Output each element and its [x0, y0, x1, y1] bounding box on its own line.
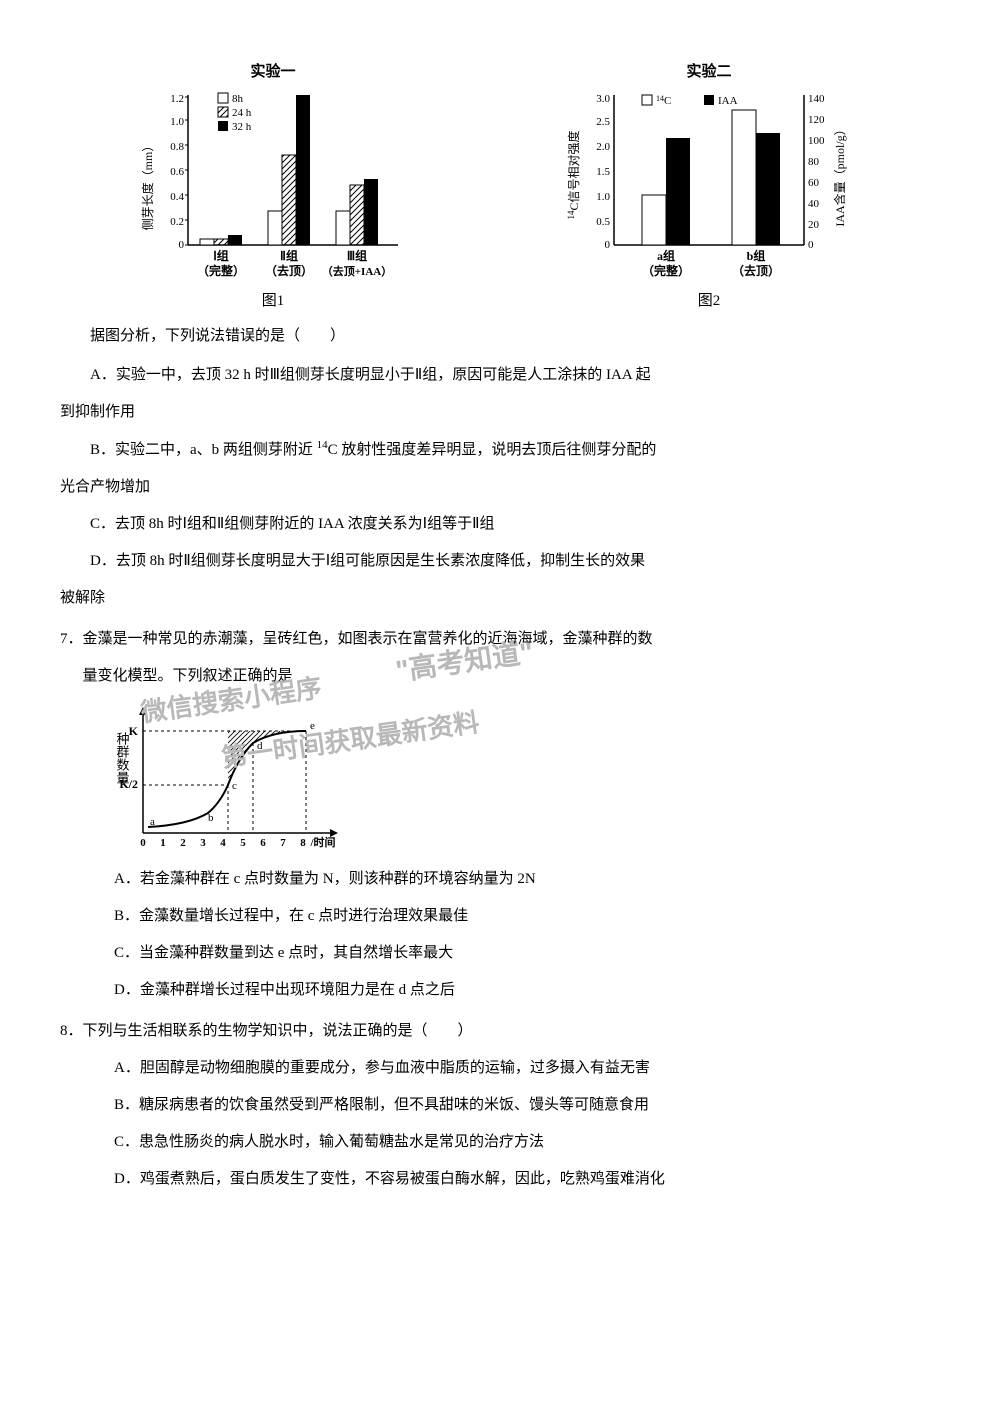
svg-text:8: 8 — [300, 837, 306, 849]
svg-text:14C信号相对强度: 14C信号相对强度 — [566, 130, 581, 219]
svg-text:0.8: 0.8 — [170, 141, 184, 153]
svg-text:0: 0 — [808, 239, 814, 251]
svg-text:8h: 8h — [232, 93, 244, 105]
q6-b-1: B．实验二中，a、b 两组侧芽附近 — [90, 442, 317, 458]
svg-text:0.4: 0.4 — [170, 191, 184, 203]
q6-opt-b-3: 光合产物增加 — [60, 471, 932, 504]
chart1-title: 实验一 — [250, 60, 295, 81]
q7-opt-c: C．当金藻种群数量到达 e 点时，其自然增长率最大 — [84, 937, 932, 970]
q7-opt-d: D．金藻种群增长过程中出现环境阻力是在 d 点之后 — [84, 974, 932, 1007]
svg-text:b: b — [208, 812, 214, 824]
q8-opt-a: A．胆固醇是动物细胞膜的重要成分，参与血液中脂质的运输，过多摄入有益无害 — [84, 1052, 932, 1085]
q8-opt-b: B．糖尿病患者的饮食虽然受到严格限制，但不具甜味的米饭、馒头等可随意食用 — [84, 1089, 932, 1122]
svg-text:IAA: IAA — [718, 95, 738, 107]
svg-text:14C: 14C — [656, 94, 671, 107]
svg-text:（去顶）: （去顶） — [265, 263, 313, 278]
chart1-svg: 0 0.2 0.4 0.6 0.8 1.0 1.2 — [138, 85, 408, 285]
svg-text:0: 0 — [140, 837, 146, 849]
svg-text:3: 3 — [200, 837, 206, 849]
svg-text:K/2: K/2 — [119, 777, 138, 791]
svg-text:K: K — [129, 724, 139, 738]
svg-text:0.2: 0.2 — [170, 216, 184, 228]
q6-opt-a-2: 到抑制作用 — [60, 396, 932, 429]
svg-text:Ⅱ组: Ⅱ组 — [280, 248, 298, 263]
svg-text:40: 40 — [808, 198, 820, 210]
q7-opt-b: B．金藻数量增长过程中，在 c 点时进行治理效果最佳 — [84, 900, 932, 933]
svg-text:（去顶）: （去顶） — [732, 263, 780, 278]
svg-text:Ⅰ组: Ⅰ组 — [213, 248, 229, 263]
svg-text:3.0: 3.0 — [596, 93, 610, 105]
svg-text:0: 0 — [605, 239, 611, 251]
svg-text:80: 80 — [808, 156, 820, 168]
chart-2: 实验二 0 0.5 1.0 1.5 2.0 2.5 3.0 0 — [564, 60, 854, 310]
chart2-title: 实验二 — [686, 60, 731, 81]
chart1-caption: 图1 — [262, 289, 285, 310]
q6-intro: 据图分析，下列说法错误的是（ ） — [60, 320, 932, 353]
svg-text:b组: b组 — [747, 248, 766, 263]
svg-text:4: 4 — [220, 837, 226, 849]
svg-text:侧芽长度（mm）: 侧芽长度（mm） — [140, 140, 155, 231]
q6-opt-c: C．去顶 8h 时Ⅰ组和Ⅱ组侧芽附近的 IAA 浓度关系为Ⅰ组等于Ⅱ组 — [60, 508, 932, 541]
q6-opt-b: B．实验二中，a、b 两组侧芽附近 14C 放射性强度差异明显，说明去顶后往侧芽… — [60, 433, 932, 467]
svg-text:（去顶+IAA）: （去顶+IAA） — [322, 264, 392, 278]
svg-text:1.0: 1.0 — [596, 191, 610, 203]
q7-opt-a: A．若金藻种群在 c 点时数量为 N，则该种群的环境容纳量为 2N — [84, 863, 932, 896]
svg-text:/时间: /时间 — [309, 835, 335, 849]
q8-opt-c: C．患急性肠炎的病人脱水时，输入葡萄糖盐水是常见的治疗方法 — [84, 1126, 932, 1159]
q7-chart: 种群数量 K K/2 0 1 2 3 4 5 6 7 8 /时间 — [108, 703, 932, 853]
q7-head: 7．金藻是一种常见的赤潮藻，呈砖红色，如图表示在富营养化的近海海域，金藻种群的数 — [60, 623, 932, 656]
q7-head2: 量变化模型。下列叙述正确的是 — [60, 660, 932, 693]
svg-text:2: 2 — [180, 837, 186, 849]
svg-text:100: 100 — [808, 135, 825, 147]
svg-text:c: c — [232, 780, 237, 792]
q6-b-2: C 放射性强度差异明显，说明去顶后往侧芽分配的 — [328, 442, 657, 458]
svg-text:0.6: 0.6 — [170, 166, 184, 178]
svg-text:1: 1 — [160, 837, 166, 849]
svg-text:140: 140 — [808, 93, 825, 105]
svg-text:20: 20 — [808, 219, 820, 231]
svg-text:5: 5 — [240, 837, 246, 849]
chart-1: 实验一 0 0.2 0.4 0.6 0.8 1.0 — [138, 60, 408, 310]
svg-text:（完整）: （完整） — [642, 263, 690, 278]
svg-text:1.2: 1.2 — [170, 93, 184, 105]
svg-text:60: 60 — [808, 177, 820, 189]
svg-text:32 h: 32 h — [232, 121, 252, 133]
q6-opt-d-2: 被解除 — [60, 582, 932, 615]
svg-text:0.5: 0.5 — [596, 216, 610, 228]
svg-text:2.5: 2.5 — [596, 116, 610, 128]
chart2-svg: 0 0.5 1.0 1.5 2.0 2.5 3.0 0 20 40 60 80 … — [564, 85, 854, 285]
svg-text:24 h: 24 h — [232, 107, 252, 119]
svg-text:2.0: 2.0 — [596, 141, 610, 153]
chart2-caption: 图2 — [698, 289, 721, 310]
svg-text:120: 120 — [808, 114, 825, 126]
svg-text:6: 6 — [260, 837, 266, 849]
q8-head: 8．下列与生活相联系的生物学知识中，说法正确的是（ ） — [60, 1015, 932, 1048]
svg-text:e: e — [310, 720, 315, 732]
svg-text:1.0: 1.0 — [170, 116, 184, 128]
svg-text:a: a — [150, 816, 155, 828]
q6-b-sup: 14 — [317, 439, 328, 451]
svg-text:（完整）: （完整） — [197, 263, 245, 278]
svg-text:0: 0 — [179, 239, 185, 251]
q8-opt-d: D．鸡蛋煮熟后，蛋白质发生了变性，不容易被蛋白酶水解，因此，吃熟鸡蛋难消化 — [84, 1163, 932, 1196]
q6-opt-d-1: D．去顶 8h 时Ⅱ组侧芽长度明显大于Ⅰ组可能原因是生长素浓度降低，抑制生长的效… — [60, 545, 932, 578]
q6-opt-a-1: A．实验一中，去顶 32 h 时Ⅲ组侧芽长度明显小于Ⅱ组，原因可能是人工涂抹的 … — [60, 359, 932, 392]
svg-text:a组: a组 — [657, 248, 675, 263]
svg-text:IAA含量（pmol/g）: IAA含量（pmol/g） — [832, 123, 847, 226]
svg-text:7: 7 — [280, 837, 286, 849]
svg-text:1.5: 1.5 — [596, 166, 610, 178]
svg-text:Ⅲ组: Ⅲ组 — [347, 248, 367, 263]
svg-text:d: d — [257, 740, 263, 752]
